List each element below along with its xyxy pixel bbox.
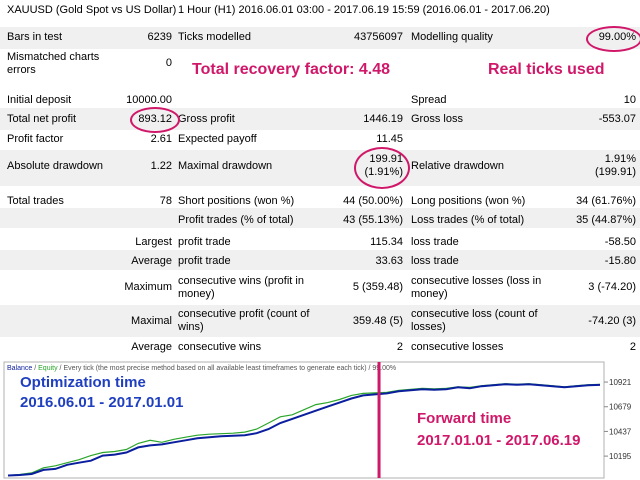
largest-label: Largest xyxy=(135,236,172,248)
quality-highlight-circle xyxy=(586,26,640,52)
bars-label: Bars in test xyxy=(7,31,63,43)
y-tick-label: 10437 xyxy=(609,427,632,436)
grossprofit-value: 1446.19 xyxy=(363,113,403,125)
absdd-label: Absolute drawdown xyxy=(7,160,104,172)
acl-label: consecutive losses xyxy=(411,341,504,353)
long-label: Long positions (won %) xyxy=(411,195,526,207)
row-bg xyxy=(0,250,640,270)
mcp-label-1: consecutive profit (count of xyxy=(178,308,310,320)
recovery-note: Total recovery factor: 4.48 xyxy=(192,61,391,78)
legend-rest: / Every tick (the most precise method ba… xyxy=(58,365,397,372)
period-title: 1 Hour (H1) 2016.06.01 03:00 - 2017.06.1… xyxy=(178,4,550,16)
pf-value: 2.61 xyxy=(150,133,172,145)
ep-value: 11.45 xyxy=(376,133,403,145)
alt-label: loss trade xyxy=(411,255,459,267)
grossprofit-label: Gross profit xyxy=(178,113,235,125)
mcloss-label-2: losses) xyxy=(411,321,446,333)
grossloss-label: Gross loss xyxy=(411,113,463,125)
reldd-label: Relative drawdown xyxy=(411,160,504,172)
pf-label: Profit factor xyxy=(7,133,64,145)
bars-value: 6239 xyxy=(147,31,172,43)
deposit-label: Initial deposit xyxy=(7,94,72,106)
y-axis: 10921 10679 10437 10195 xyxy=(604,378,632,461)
row-bg xyxy=(0,27,640,49)
forward-range: 2017.01.01 - 2017.06.19 xyxy=(417,432,581,449)
chart-frame xyxy=(3,361,605,479)
reldd-value-2: (199.91) xyxy=(595,166,636,178)
pt-label: Profit trades (% of total) xyxy=(178,214,294,226)
average2-label: Average xyxy=(131,341,172,353)
acw-value: 2 xyxy=(396,341,403,353)
maximal-label: Maximal xyxy=(131,315,172,327)
netprofit-highlight-circle xyxy=(130,107,180,133)
lpt-label: profit trade xyxy=(178,236,231,248)
balance-series-line xyxy=(7,383,601,477)
short-value: 44 (50.00%) xyxy=(343,195,403,207)
forward-title: Forward time xyxy=(417,410,512,427)
symbol-title: XAUUSD (Gold Spot vs US Dollar) xyxy=(7,4,177,16)
mcl-value: 3 (-74.20) xyxy=(588,281,636,293)
long-value: 34 (61.76%) xyxy=(576,195,636,207)
legend-balance: Balance xyxy=(7,365,32,372)
average-label: Average xyxy=(131,255,172,267)
mcp-label-2: wins) xyxy=(178,321,204,333)
y-tick-label: 10921 xyxy=(609,378,632,387)
ticks-label: Ticks modelled xyxy=(178,31,251,43)
llt-label: loss trade xyxy=(411,236,459,248)
y-tick-label: 10679 xyxy=(609,403,632,412)
ticks-value: 43756097 xyxy=(354,31,403,43)
maxdd-highlight-circle xyxy=(354,147,410,189)
lt-label: Loss trades (% of total) xyxy=(411,214,525,226)
trades-value: 78 xyxy=(159,195,172,207)
netprofit-label: Total net profit xyxy=(7,113,77,125)
row-bg xyxy=(0,208,640,228)
mcw-label-1: consecutive wins (profit in xyxy=(178,275,304,287)
mismatch-value: 0 xyxy=(165,57,172,69)
mcloss-label-1: consecutive loss (count of xyxy=(411,308,538,320)
balance-equity-chart: Balance / Equity / Every tick (the most … xyxy=(0,360,640,480)
acl-value: 2 xyxy=(629,341,636,353)
mcw-label-2: money) xyxy=(178,288,215,300)
quality-label: Modelling quality xyxy=(411,31,493,43)
optimization-title: Optimization time xyxy=(20,374,146,391)
absdd-value: 1.22 xyxy=(150,160,172,172)
reldd-value-1: 1.91% xyxy=(604,153,636,165)
llt-value: -58.50 xyxy=(604,236,636,248)
spread-label: Spread xyxy=(411,94,447,106)
trades-label: Total trades xyxy=(7,195,64,207)
report-header: XAUUSD (Gold Spot vs US Dollar) 1 Hour (… xyxy=(0,0,640,21)
pt-value: 43 (55.13%) xyxy=(343,214,403,226)
alt-value: -15.80 xyxy=(604,255,636,267)
row-bg xyxy=(0,305,640,337)
apt-label: profit trade xyxy=(178,255,231,267)
mcl-label-2: money) xyxy=(411,288,448,300)
maximum-label: Maximum xyxy=(124,281,172,293)
mcw-value: 5 (359.48) xyxy=(352,281,403,293)
ep-label: Expected payoff xyxy=(178,133,257,145)
chart-legend: Balance / Equity / Every tick (the most … xyxy=(7,365,396,372)
maxdd-label: Maximal drawdown xyxy=(178,160,273,172)
mcl-label-1: consecutive losses (loss in xyxy=(411,275,542,287)
apt-value: 33.63 xyxy=(375,255,403,267)
deposit-value: 10000.00 xyxy=(126,94,172,106)
row-bg xyxy=(0,49,640,89)
mcp-value: 359.48 (5) xyxy=(352,315,403,327)
grossloss-value: -553.07 xyxy=(598,113,636,125)
acw-label: consecutive wins xyxy=(178,341,262,353)
real-ticks-note: Real ticks used xyxy=(488,61,605,78)
optimization-range: 2016.06.01 - 2017.01.01 xyxy=(20,394,184,411)
short-label: Short positions (won %) xyxy=(178,195,295,207)
mcloss-value: -74.20 (3) xyxy=(588,315,636,327)
legend-equity: Equity xyxy=(38,365,58,372)
row-bg xyxy=(0,150,640,186)
spread-value: 10 xyxy=(623,94,636,106)
lt-value: 35 (44.87%) xyxy=(576,214,636,226)
y-tick-label: 10195 xyxy=(609,452,632,461)
mismatch-label-1: Mismatched charts xyxy=(7,51,100,63)
mismatch-label-2: errors xyxy=(7,64,36,76)
lpt-value: 115.34 xyxy=(370,236,403,248)
legend-sep: / xyxy=(32,365,38,372)
